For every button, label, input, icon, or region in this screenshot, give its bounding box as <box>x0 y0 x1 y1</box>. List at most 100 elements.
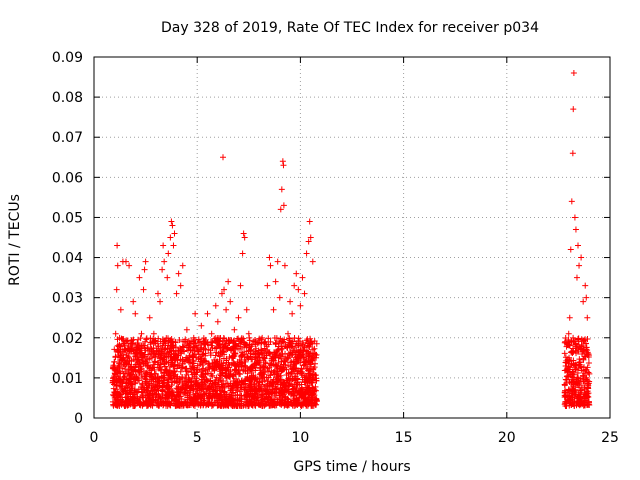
data-point <box>274 374 281 381</box>
data-point <box>561 350 568 357</box>
data-point <box>130 356 137 363</box>
data-point <box>240 335 247 342</box>
data-point <box>220 389 227 396</box>
data-point <box>152 370 159 377</box>
data-point <box>222 393 229 400</box>
data-point <box>284 402 291 409</box>
data-point <box>276 294 283 301</box>
data-point <box>128 381 135 388</box>
data-point <box>217 365 224 372</box>
data-point <box>281 339 288 346</box>
data-point <box>172 356 179 363</box>
data-point <box>270 306 277 313</box>
data-point <box>177 368 184 375</box>
data-point <box>135 343 142 350</box>
data-point <box>264 365 271 372</box>
data-point <box>253 345 260 352</box>
data-point <box>183 326 190 333</box>
data-point <box>245 330 252 337</box>
data-point <box>128 388 135 395</box>
data-point <box>138 384 145 391</box>
data-point <box>139 342 146 349</box>
data-point <box>279 158 286 165</box>
data-point <box>154 378 161 385</box>
data-point <box>267 397 274 404</box>
data-point <box>217 335 224 342</box>
data-point <box>217 352 224 359</box>
data-point <box>299 339 306 346</box>
data-point <box>248 343 255 350</box>
data-point <box>146 314 153 321</box>
data-point <box>571 214 578 221</box>
data-point <box>142 338 149 345</box>
data-point <box>313 377 320 384</box>
data-point <box>179 357 186 364</box>
data-point <box>241 386 248 393</box>
data-point <box>236 396 243 403</box>
data-point <box>256 354 263 361</box>
data-point <box>148 350 155 357</box>
data-point <box>113 286 120 293</box>
data-point <box>200 346 207 353</box>
data-point <box>160 340 167 347</box>
data-point <box>247 346 254 353</box>
data-point <box>140 360 147 367</box>
data-point <box>268 357 275 364</box>
data-point <box>267 262 274 269</box>
data-point <box>288 390 295 397</box>
data-point <box>213 390 220 397</box>
data-point <box>309 258 316 265</box>
data-point <box>570 400 577 407</box>
data-point <box>204 341 211 348</box>
data-point <box>152 386 159 393</box>
data-point <box>192 390 199 397</box>
data-point <box>576 398 583 405</box>
data-point <box>262 387 269 394</box>
data-point <box>231 326 238 333</box>
data-point <box>564 372 571 379</box>
data-point <box>584 401 591 408</box>
data-point <box>246 337 253 344</box>
data-point <box>311 350 318 357</box>
data-point <box>165 388 172 395</box>
data-point <box>251 338 258 345</box>
data-point <box>272 377 279 384</box>
data-point <box>190 334 197 341</box>
data-point <box>185 354 192 361</box>
data-point <box>284 343 291 350</box>
data-point <box>199 351 206 358</box>
data-point <box>128 344 135 351</box>
data-point <box>203 375 210 382</box>
data-point <box>248 398 255 405</box>
data-point <box>148 365 155 372</box>
data-point <box>190 385 197 392</box>
data-point <box>280 162 287 169</box>
data-point <box>178 363 185 370</box>
data-point <box>163 359 170 366</box>
data-point <box>199 379 206 386</box>
data-point <box>159 266 166 273</box>
data-point <box>192 340 199 347</box>
data-point <box>176 345 183 352</box>
data-point <box>212 377 219 384</box>
data-point <box>162 345 169 352</box>
data-point <box>235 314 242 321</box>
x-tick-labels: 0 5 10 15 20 25 <box>90 430 619 446</box>
data-point <box>198 373 205 380</box>
data-point <box>300 386 307 393</box>
data-point <box>177 389 184 396</box>
data-point <box>169 345 176 352</box>
data-point <box>164 379 171 386</box>
data-point <box>216 375 223 382</box>
data-point <box>235 335 242 342</box>
data-point <box>582 282 589 289</box>
data-point <box>311 345 318 352</box>
data-point <box>273 335 280 342</box>
data-point <box>176 379 183 386</box>
data-point <box>114 402 121 409</box>
data-point <box>580 298 587 305</box>
data-point <box>167 234 174 241</box>
data-point <box>201 338 208 345</box>
data-point <box>223 306 230 313</box>
y-axis-label: ROTI / TECUs <box>7 194 23 286</box>
